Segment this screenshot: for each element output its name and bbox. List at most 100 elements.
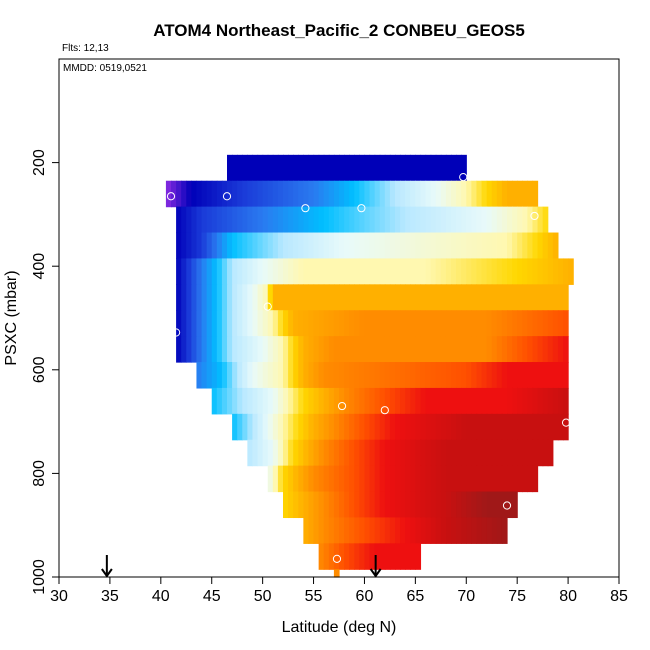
heatmap-cell (461, 258, 467, 285)
heatmap-cell (496, 180, 503, 208)
heatmap-cell (216, 206, 223, 234)
heatmap-cell (237, 362, 243, 389)
heatmap-cell (181, 258, 187, 285)
heatmap-cell (339, 284, 345, 311)
heatmap-cell (247, 206, 254, 234)
heatmap-cell (491, 258, 498, 285)
heatmap-cell (395, 310, 401, 337)
heatmap-cell (374, 154, 381, 182)
heatmap-cell (313, 413, 320, 441)
heatmap-cell (496, 310, 503, 337)
heatmap-cell (405, 284, 411, 311)
heatmap-cell (354, 206, 360, 234)
heatmap-cell (507, 362, 513, 389)
heatmap-cell (389, 154, 396, 182)
heatmap-cell (389, 232, 396, 260)
heatmap-cell (395, 258, 401, 285)
heatmap-row (267, 465, 539, 493)
heatmap-cell (344, 258, 350, 285)
heatmap-cell (481, 336, 488, 363)
heatmap-row (318, 543, 422, 570)
heatmap-cell (283, 465, 289, 493)
heatmap-cell (191, 284, 198, 311)
heatmap-cell (318, 232, 325, 260)
heatmap-cell (339, 491, 345, 519)
heatmap-cell (527, 232, 534, 260)
heatmap-cell (369, 258, 376, 285)
heatmap-cell (491, 232, 498, 260)
heatmap-cell (445, 206, 452, 234)
heatmap-cell (486, 362, 493, 389)
heatmap-cell (522, 258, 528, 285)
heatmap-cell (242, 362, 248, 389)
heatmap-cell (563, 362, 569, 389)
heatmap-cell (456, 517, 462, 544)
heatmap-cell (389, 517, 396, 544)
heatmap-cell (430, 154, 437, 182)
heatmap-cell (283, 180, 289, 208)
heatmap-cell (272, 310, 279, 337)
heatmap-cell (410, 258, 416, 285)
observation-point (263, 302, 272, 311)
heatmap-cell (328, 491, 335, 519)
heatmap-cell (288, 465, 294, 493)
heatmap-cell (542, 413, 549, 441)
heatmap-cell (557, 387, 564, 415)
heatmap-cell (262, 413, 269, 441)
heatmap-cell (547, 362, 554, 389)
heatmap-cell (420, 465, 427, 493)
heatmap-cell (242, 413, 248, 441)
heatmap-row (176, 258, 574, 285)
heatmap-cell (308, 206, 315, 234)
heatmap-cell (328, 362, 335, 389)
heatmap-cell (283, 154, 289, 182)
heatmap-cell (364, 258, 371, 285)
heatmap-cell (507, 232, 513, 260)
heatmap-cell (461, 491, 467, 519)
heatmap-cell (257, 336, 264, 363)
heatmap-cell (547, 439, 554, 467)
heatmap-cell (303, 517, 310, 544)
heatmap-cell (339, 232, 345, 260)
heatmap-cell (318, 387, 325, 415)
heatmap-cell (384, 387, 391, 415)
heatmap-cell (272, 180, 279, 208)
heatmap-cell (527, 180, 534, 208)
heatmap-cell (349, 154, 355, 182)
heatmap-cell (354, 465, 360, 493)
heatmap-cell (313, 154, 320, 182)
heatmap-cell (364, 284, 371, 311)
heatmap-cell (501, 362, 508, 389)
heatmap-cell (293, 491, 299, 519)
y-tick-label: 200 (31, 149, 48, 176)
heatmap-cell (339, 413, 345, 441)
heatmap-cell (395, 284, 401, 311)
heatmap-cell (262, 206, 269, 234)
heatmap-cell (303, 154, 310, 182)
heatmap-cell (435, 387, 442, 415)
heatmap-cell (384, 206, 391, 234)
heatmap-cell (522, 362, 528, 389)
heatmap-cell (288, 310, 294, 337)
heatmap-cell (267, 206, 274, 234)
heatmap-cell (359, 543, 366, 570)
heatmap-cell (410, 491, 416, 519)
heatmap-cell (323, 491, 330, 519)
heatmap-cell (313, 439, 320, 467)
heatmap-cell (420, 387, 427, 415)
heatmap-cell (522, 465, 528, 493)
heatmap-cell (272, 362, 279, 389)
heatmap-cell (456, 413, 462, 441)
heatmap-cell (333, 517, 340, 544)
heatmap-cell (435, 439, 442, 467)
heatmap-cell (221, 258, 228, 285)
heatmap-cell (211, 362, 218, 389)
heatmap-cell (512, 465, 518, 493)
heatmap-cell (191, 310, 198, 337)
heatmap-cell (298, 387, 304, 415)
heatmap-cell (211, 206, 218, 234)
heatmap-cell (512, 206, 518, 234)
heatmap-cell (501, 232, 508, 260)
heatmap-cell (466, 232, 472, 260)
heatmap-cell (389, 439, 396, 467)
